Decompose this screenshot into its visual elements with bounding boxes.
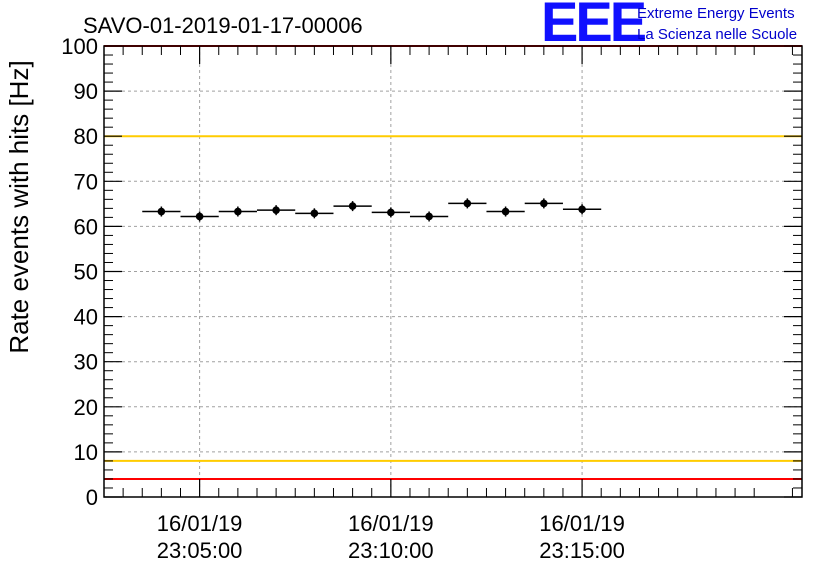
y-axis-label: Rate events with hits [Hz] [4, 60, 34, 353]
y-tick-label: 70 [74, 169, 98, 194]
data-point [310, 209, 319, 218]
data-points [142, 198, 602, 222]
x-tick-date: 16/01/19 [348, 511, 434, 536]
axis-ticks [104, 45, 802, 498]
y-tick-label: 90 [74, 79, 98, 104]
x-tick-labels: 16/01/1923:05:0016/01/1923:10:0016/01/19… [157, 511, 625, 563]
chart-title: SAVO-01-2019-01-17-00006 [83, 13, 363, 38]
y-tick-label: 60 [74, 214, 98, 239]
eee-logo: EEE Extreme Energy Events La Scienza nel… [541, 0, 797, 53]
logo-mark: EEE [541, 0, 646, 53]
y-tick-label: 80 [74, 124, 98, 149]
data-point [348, 202, 357, 210]
data-point [157, 207, 166, 216]
y-tick-label: 40 [74, 305, 98, 330]
data-point [387, 208, 395, 217]
y-tick-label: 50 [74, 260, 98, 285]
x-tick-time: 23:15:00 [539, 538, 625, 563]
data-point [540, 199, 548, 208]
data-point [195, 212, 204, 221]
y-tick-labels: 0 10 20 30 40 50 60 70 80 90 100 [61, 34, 98, 510]
y-tick-label: 100 [61, 34, 98, 59]
x-tick-time: 23:05:00 [157, 538, 243, 563]
data-point [578, 205, 586, 214]
x-tick-time: 23:10:00 [348, 538, 434, 563]
logo-line-2: La Scienza nelle Scuole [637, 26, 797, 43]
x-tick-date: 16/01/19 [539, 511, 625, 536]
y-tick-label: 20 [74, 395, 98, 420]
logo-line-1: Extreme Energy Events [637, 5, 795, 22]
data-point [501, 207, 510, 216]
x-tick-date: 16/01/19 [157, 511, 243, 536]
y-tick-label: 30 [74, 350, 98, 375]
data-point [234, 207, 242, 216]
y-tick-label: 0 [86, 485, 98, 510]
data-point [463, 199, 472, 208]
reference-lines [104, 45, 802, 480]
data-point [425, 212, 433, 221]
grid-lines [104, 46, 802, 497]
data-point [272, 206, 280, 214]
y-tick-label: 10 [74, 440, 98, 465]
